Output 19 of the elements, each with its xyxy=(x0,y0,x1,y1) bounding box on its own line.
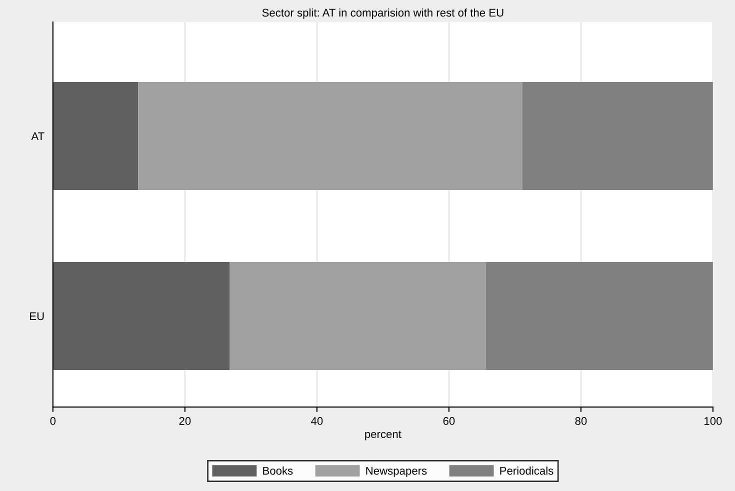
bar xyxy=(52,82,138,190)
y-tick-label: AT xyxy=(31,132,44,140)
y-tick-label: EU xyxy=(30,312,44,320)
x-tick-label: 40 xyxy=(311,417,323,425)
bar xyxy=(52,262,230,370)
x-tick-label: 60 xyxy=(443,417,455,425)
chart-title: Sector split: AT in comparision with rest of the EU xyxy=(262,8,504,19)
bar xyxy=(522,82,713,190)
x-axis-title: percent xyxy=(365,430,402,440)
bar xyxy=(138,82,522,190)
x-tick-label: 0 xyxy=(50,417,56,425)
bar xyxy=(230,262,486,370)
legend-label: Periodicals xyxy=(500,466,554,475)
legend-label: Newspapers xyxy=(366,466,427,477)
x-tick-label: 20 xyxy=(179,417,191,425)
x-tick-label: 80 xyxy=(575,417,587,425)
x-tick-label: 100 xyxy=(704,417,722,425)
legend-label: Books xyxy=(263,466,293,475)
bar xyxy=(486,262,713,370)
